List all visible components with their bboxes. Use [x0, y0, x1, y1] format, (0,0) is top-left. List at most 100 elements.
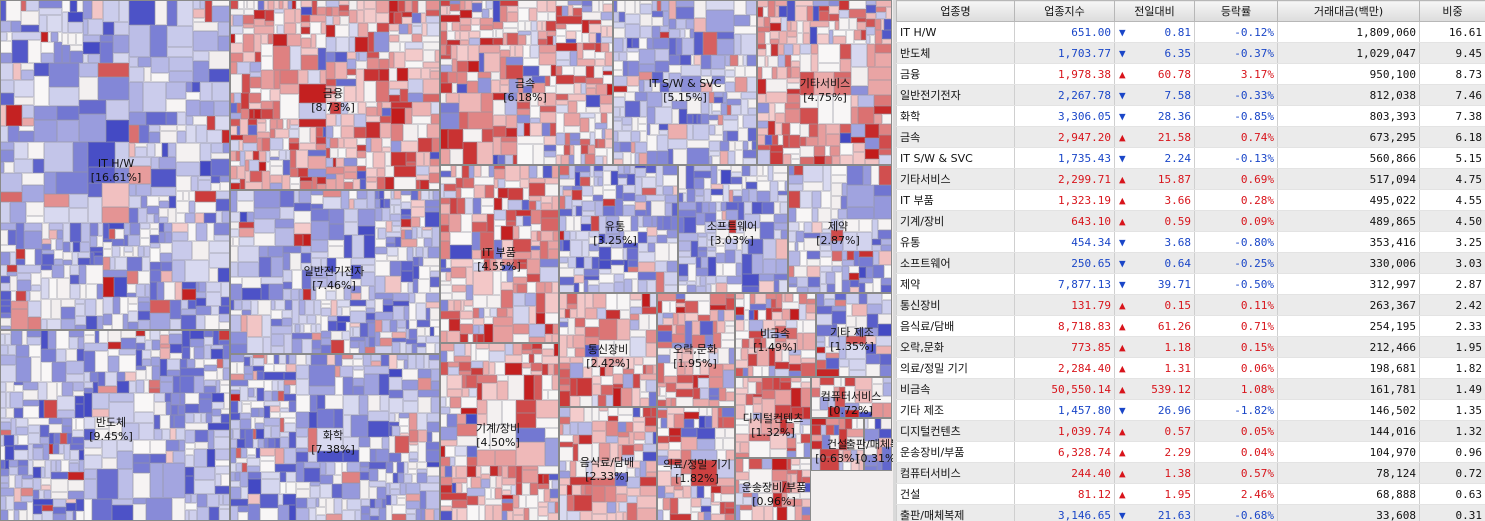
stock-cell[interactable]: [84, 343, 108, 351]
stock-cell[interactable]: [715, 428, 725, 438]
stock-cell[interactable]: [182, 282, 196, 289]
stock-cell[interactable]: [618, 131, 631, 142]
stock-cell[interactable]: [317, 7, 326, 15]
stock-cell[interactable]: [704, 189, 711, 202]
stock-cell[interactable]: [703, 32, 717, 55]
stock-cell[interactable]: [301, 263, 311, 270]
stock-cell[interactable]: [321, 258, 327, 267]
stock-cell[interactable]: [463, 178, 474, 188]
stock-cell[interactable]: [230, 362, 237, 374]
stock-cell[interactable]: [716, 239, 725, 246]
stock-cell[interactable]: [117, 440, 133, 451]
stock-cell[interactable]: [735, 493, 743, 505]
stock-cell[interactable]: [795, 506, 802, 521]
stock-cell[interactable]: [668, 450, 681, 459]
stock-cell[interactable]: [424, 152, 430, 166]
stock-cell[interactable]: [545, 438, 559, 466]
stock-cell[interactable]: [467, 446, 477, 457]
stock-cell[interactable]: [290, 119, 299, 125]
stock-cell[interactable]: [19, 510, 27, 521]
stock-cell[interactable]: [326, 91, 336, 94]
stock-cell[interactable]: [467, 505, 479, 521]
stock-cell[interactable]: [809, 124, 818, 137]
stock-cell[interactable]: [716, 276, 727, 283]
stock-cell[interactable]: [42, 254, 54, 265]
stock-cell[interactable]: [417, 462, 427, 469]
stock-cell[interactable]: [638, 232, 647, 243]
stock-cell[interactable]: [218, 22, 230, 36]
stock-cell[interactable]: [874, 196, 892, 219]
stock-cell[interactable]: [349, 37, 355, 52]
stock-cell[interactable]: [214, 101, 230, 116]
stock-cell[interactable]: [259, 257, 271, 277]
stock-cell[interactable]: [31, 285, 41, 291]
stock-cell[interactable]: [273, 46, 290, 70]
stock-cell[interactable]: [691, 241, 698, 257]
stock-cell[interactable]: [290, 150, 296, 168]
stock-cell[interactable]: [193, 51, 209, 61]
stock-cell[interactable]: [834, 377, 841, 387]
stock-cell[interactable]: [716, 283, 727, 293]
stock-cell[interactable]: [595, 148, 607, 156]
stock-cell[interactable]: [421, 190, 429, 200]
stock-cell[interactable]: [257, 123, 266, 132]
stock-cell[interactable]: [757, 348, 769, 366]
stock-cell[interactable]: [440, 15, 460, 22]
stock-cell[interactable]: [616, 494, 627, 502]
stock-cell[interactable]: [353, 179, 360, 190]
stock-cell[interactable]: [576, 257, 584, 268]
stock-cell[interactable]: [516, 216, 523, 226]
stock-cell[interactable]: [196, 298, 206, 306]
stock-cell[interactable]: [405, 49, 423, 61]
stock-cell[interactable]: [501, 226, 513, 240]
stock-cell[interactable]: [494, 198, 502, 210]
stock-cell[interactable]: [469, 38, 480, 45]
stock-cell[interactable]: [405, 42, 423, 49]
stock-cell[interactable]: [655, 261, 667, 272]
stock-cell[interactable]: [531, 250, 540, 259]
stock-cell[interactable]: [592, 384, 601, 395]
stock-cell[interactable]: [731, 165, 742, 172]
stock-cell[interactable]: [428, 247, 440, 258]
stock-cell[interactable]: [749, 441, 770, 458]
stock-cell[interactable]: [230, 126, 237, 135]
stock-cell[interactable]: [149, 380, 160, 388]
stock-cell[interactable]: [218, 268, 230, 282]
stock-cell[interactable]: [513, 239, 531, 252]
stock-cell[interactable]: [678, 285, 687, 293]
stock-cell[interactable]: [0, 202, 10, 223]
stock-cell[interactable]: [166, 112, 177, 125]
stock-cell[interactable]: [467, 488, 485, 496]
stock-cell[interactable]: [541, 203, 552, 210]
stock-cell[interactable]: [513, 293, 525, 306]
stock-cell[interactable]: [215, 116, 230, 130]
stock-cell[interactable]: [633, 374, 640, 388]
stock-cell[interactable]: [532, 83, 545, 93]
stock-cell[interactable]: [0, 291, 11, 300]
stock-cell[interactable]: [57, 410, 75, 418]
stock-cell[interactable]: [440, 493, 467, 500]
stock-cell[interactable]: [42, 239, 51, 244]
stock-cell[interactable]: [41, 467, 45, 478]
stock-cell[interactable]: [389, 95, 400, 102]
stock-cell[interactable]: [267, 354, 274, 364]
stock-cell[interactable]: [330, 102, 341, 114]
stock-cell[interactable]: [789, 364, 801, 371]
stock-cell[interactable]: [375, 239, 386, 247]
stock-cell[interactable]: [216, 380, 220, 393]
stock-cell[interactable]: [876, 336, 892, 346]
stock-cell[interactable]: [214, 430, 230, 437]
stock-cell[interactable]: [271, 334, 284, 346]
stock-cell[interactable]: [0, 173, 22, 192]
stock-cell[interactable]: [207, 449, 215, 467]
stock-cell[interactable]: [603, 4, 613, 12]
stock-cell[interactable]: [618, 422, 626, 432]
stock-cell[interactable]: [781, 230, 788, 239]
stock-cell[interactable]: [567, 293, 577, 304]
stock-cell[interactable]: [138, 57, 151, 67]
stock-cell[interactable]: [698, 301, 710, 315]
stock-cell[interactable]: [195, 442, 208, 449]
stock-cell[interactable]: [66, 349, 77, 361]
stock-cell[interactable]: [326, 94, 336, 102]
stock-cell[interactable]: [68, 480, 84, 491]
